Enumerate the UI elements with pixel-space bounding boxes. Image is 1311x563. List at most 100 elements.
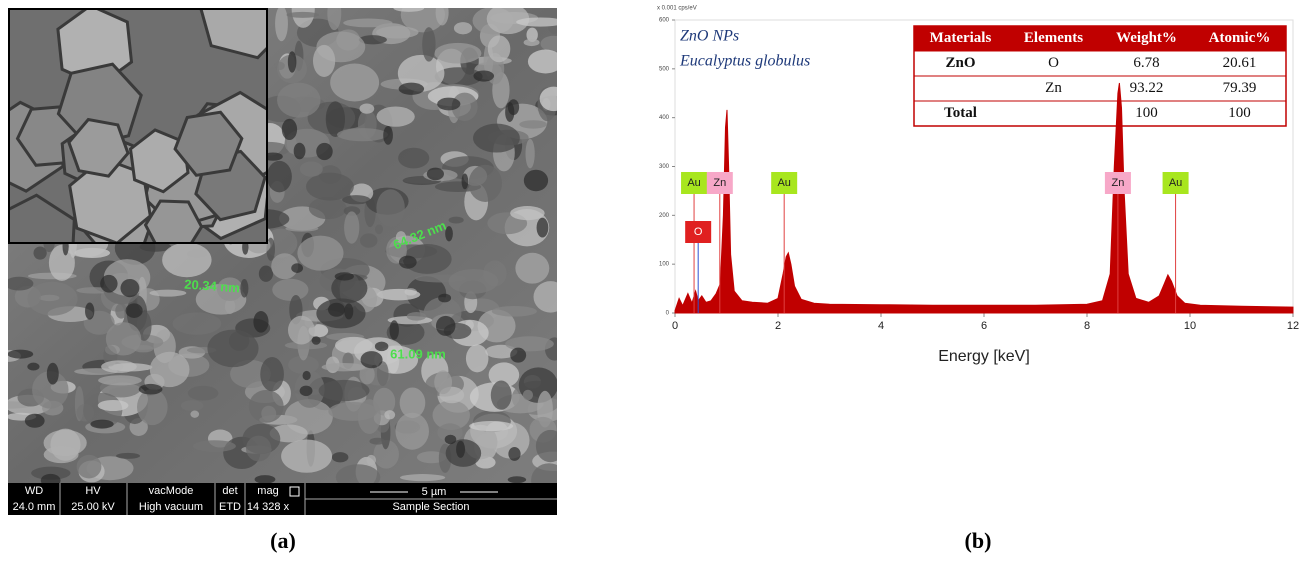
- table-header: Materials: [930, 30, 992, 46]
- sem-grain: [288, 316, 315, 345]
- figure: 20.34 nm 64.32 nm 61.09 nm 5 µm Sample S…: [0, 0, 1311, 558]
- peak-label: Au: [687, 177, 700, 189]
- info-value: 14 328 x: [247, 501, 290, 513]
- sem-grain: [277, 83, 320, 118]
- sem-shadow: [25, 414, 45, 428]
- sem-shadow: [375, 342, 389, 352]
- table-header: Atomic%: [1209, 30, 1271, 46]
- sem-grain: [515, 253, 549, 284]
- info-value: 24.0 mm: [13, 501, 56, 513]
- sem-grain: [360, 233, 378, 247]
- annotation: ZnO NPs: [680, 28, 739, 45]
- sem-grain: [400, 474, 445, 481]
- sem-shadow: [255, 475, 276, 483]
- peak-label: Au: [1169, 177, 1182, 189]
- table-cell: 79.39: [1223, 80, 1257, 96]
- sem-grain: [193, 440, 236, 452]
- x-tick-label: 4: [878, 320, 884, 332]
- sem-grain: [149, 290, 186, 297]
- sem-shadow: [508, 476, 526, 483]
- sem-grain: [240, 279, 248, 298]
- info-header: WD: [25, 485, 43, 497]
- sem-shadow: [100, 275, 117, 293]
- sem-shadow: [462, 173, 469, 189]
- table-header: Elements: [1024, 30, 1083, 46]
- sem-shadow: [126, 303, 143, 318]
- sem-image: [0, 0, 574, 497]
- sem-grain: [488, 35, 511, 62]
- sem-grain: [297, 236, 343, 271]
- x-tick-label: 8: [1084, 320, 1090, 332]
- sem-grain: [332, 452, 348, 462]
- sem-grain: [519, 120, 547, 128]
- sem-grain: [173, 312, 222, 334]
- sem-grain: [246, 436, 271, 462]
- sem-shadow: [120, 279, 139, 297]
- sem-shadow: [328, 303, 345, 317]
- eds-chart: x 0.001 cps/eV Energy [keV] ZnO NPs Euca…: [657, 6, 1299, 366]
- sem-grain: [181, 400, 204, 411]
- table-header: Weight%: [1116, 30, 1177, 46]
- sem-shadow: [438, 294, 451, 303]
- peak-label: Zn: [713, 177, 726, 189]
- sem-shadow: [427, 168, 444, 181]
- y-tick-label: 100: [659, 262, 670, 268]
- sem-grain: [491, 381, 512, 410]
- sem-shadow: [312, 336, 321, 345]
- sem-grain: [366, 455, 376, 465]
- sem-shadow: [139, 384, 163, 395]
- sem-grain: [377, 289, 420, 300]
- x-tick-label: 6: [981, 320, 987, 332]
- sem-grain: [516, 17, 564, 26]
- measurement: 61.09 nm: [390, 346, 446, 361]
- sem-grain: [359, 104, 374, 114]
- x-tick-label: 12: [1287, 320, 1299, 332]
- sem-grain: [272, 279, 308, 301]
- sem-grain: [281, 440, 332, 473]
- sem-grain: [505, 336, 554, 351]
- sem-grain: [524, 39, 540, 46]
- sem-grain: [434, 370, 452, 394]
- sem-grain: [526, 139, 535, 169]
- sem-grain: [27, 282, 77, 316]
- table-cell: 6.78: [1133, 55, 1159, 71]
- sem-grain: [313, 45, 335, 77]
- sem-grain: [375, 224, 383, 234]
- sem-grain: [400, 388, 426, 419]
- sem-grain: [188, 386, 219, 401]
- sem-grain: [337, 128, 388, 141]
- sem-grain: [116, 453, 140, 459]
- sem-grain: [407, 312, 427, 321]
- sem-grain: [115, 303, 127, 318]
- sem-shadow: [383, 126, 393, 145]
- sem-shadow: [436, 316, 455, 336]
- sem-shadow: [282, 119, 297, 140]
- section-label: Sample Section: [392, 501, 469, 513]
- x-tick-label: 2: [775, 320, 781, 332]
- table-cell: ZnO: [945, 55, 975, 71]
- sem-grain: [393, 4, 424, 12]
- table-cell: 20.61: [1223, 55, 1257, 71]
- sem-shadow: [47, 363, 59, 385]
- sem-shadow: [27, 363, 39, 371]
- sem-shadow: [437, 98, 460, 111]
- y-unit: x 0.001 cps/eV: [657, 6, 697, 12]
- sem-grain: [190, 411, 199, 418]
- sem-grain: [369, 438, 385, 445]
- sem-shadow: [473, 70, 494, 81]
- sem-grain: [260, 357, 284, 391]
- annotation: Eucalyptus globulus: [679, 53, 810, 70]
- sem-grain: [249, 390, 284, 423]
- sem-grain: [466, 344, 489, 372]
- sem-grain: [523, 390, 533, 401]
- sem-grain: [376, 26, 418, 38]
- sem-shadow: [90, 420, 113, 429]
- table-cell: 100: [1228, 105, 1251, 121]
- info-value: 25.00 kV: [71, 501, 115, 513]
- table-cell: Zn: [1045, 80, 1062, 96]
- sem-grain: [77, 455, 102, 479]
- sem-grain: [162, 243, 211, 278]
- sem-shadow: [524, 170, 548, 192]
- peak-label: O: [694, 226, 703, 238]
- x-axis-label: Energy [keV]: [938, 348, 1030, 365]
